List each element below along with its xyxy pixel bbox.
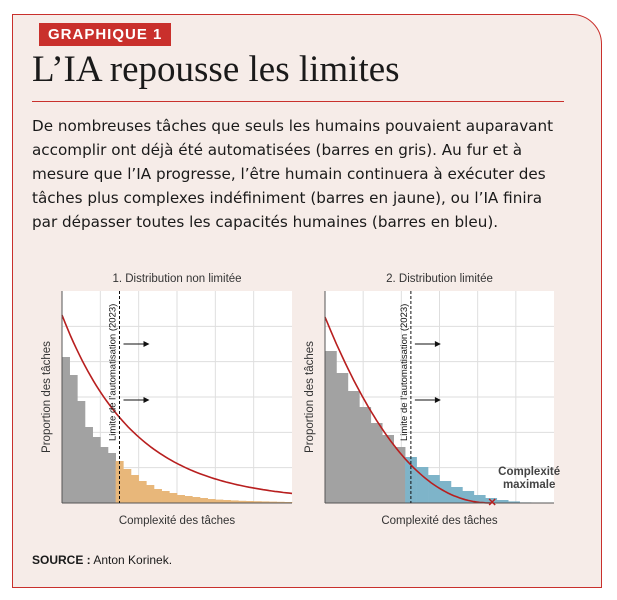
bar-human: [177, 495, 185, 503]
bar-automated: [62, 357, 70, 503]
bar-human: [169, 493, 178, 503]
bar-ai: [405, 457, 417, 503]
bar-human: [131, 475, 139, 503]
bar-ai: [462, 491, 475, 503]
bar-human: [269, 501, 277, 503]
title-divider: [32, 101, 564, 102]
bar-human: [230, 500, 239, 503]
bar-human: [146, 485, 155, 503]
bar-ai: [416, 467, 429, 503]
figure-description: De nombreuses tâches que seuls les humai…: [32, 117, 554, 231]
bar-human: [215, 499, 224, 503]
max-complexity-label: Complexité: [498, 466, 560, 478]
bar-human: [184, 496, 193, 503]
bar-automated: [382, 435, 394, 503]
chart-title: 2. Distribution limitée: [386, 273, 493, 285]
chart-title: 1. Distribution non limitée: [112, 273, 241, 285]
bar-ai: [473, 495, 486, 503]
max-complexity-marker-icon: [488, 498, 496, 506]
chart-panel-2: Limite de l’automatisation (2023) 2. Dist…: [304, 273, 560, 527]
bar-automated: [108, 453, 116, 503]
chart-panel-1: Limite de l’automatisation (2023) 1. Dist…: [41, 273, 293, 527]
arrow-head-icon: [143, 397, 150, 403]
bar-ai: [508, 501, 520, 503]
bar-ai: [496, 500, 509, 503]
bar-human: [123, 469, 132, 503]
bar-automated: [393, 447, 406, 503]
bar-automated: [69, 375, 78, 503]
arrow-head-icon: [434, 341, 441, 347]
bar-human: [238, 500, 247, 503]
source-note: SOURCE : Anton Korinek.: [32, 553, 172, 567]
figure-tag: GRAPHIQUE 1: [39, 23, 172, 46]
arrow-head-icon: [434, 397, 441, 403]
bar-ai: [450, 487, 463, 503]
bar-human: [200, 498, 208, 503]
bar-automated: [359, 407, 372, 503]
bar-human: [154, 489, 162, 503]
bar-ai: [428, 475, 440, 503]
x-axis-label: Complexité des tâches: [381, 515, 498, 527]
automation-limit-label: Limite de l’automatisation (2023): [108, 304, 119, 441]
arrow-head-icon: [143, 341, 150, 347]
bar-human: [223, 500, 231, 503]
bar-human: [138, 481, 147, 503]
max-complexity-label: maximale: [503, 479, 555, 491]
bar-automated: [92, 437, 101, 503]
figure-title: L’IA repousse les limites: [32, 49, 400, 90]
x-axis-label: Complexité des tâches: [119, 515, 236, 527]
automation-limit-label: Limite de l’automatisation (2023): [399, 304, 410, 441]
y-axis-label: Proportion des tâches: [304, 341, 316, 453]
source-label: SOURCE :: [32, 553, 91, 567]
bar-human: [207, 499, 216, 503]
bar-automated: [370, 423, 383, 503]
bar-human: [253, 501, 262, 503]
bar-human: [192, 497, 201, 503]
bar-human: [161, 491, 170, 503]
source-text: Anton Korinek.: [93, 553, 173, 567]
y-axis-label: Proportion des tâches: [41, 341, 53, 453]
bar-human: [276, 501, 285, 503]
bar-human: [261, 501, 270, 503]
bar-automated: [336, 373, 349, 503]
bar-automated: [77, 401, 86, 503]
distribution-curve: [61, 314, 293, 495]
bar-automated: [347, 391, 360, 503]
bar-human: [246, 501, 254, 503]
bar-automated: [85, 427, 93, 503]
bar-automated: [100, 447, 109, 503]
bar-automated: [325, 351, 337, 503]
distribution-curve: [324, 316, 492, 504]
